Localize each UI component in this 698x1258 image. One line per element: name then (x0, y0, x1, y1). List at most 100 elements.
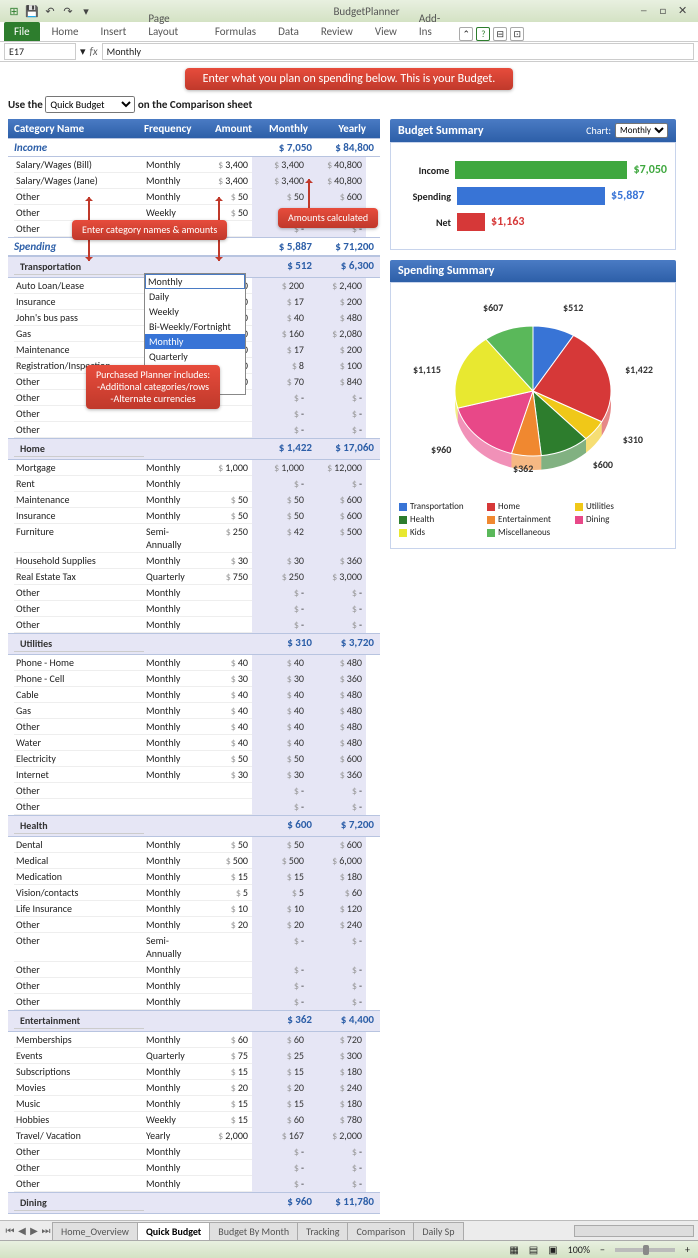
budget-row[interactable]: MembershipsMonthly$60$60$720 (8, 1032, 380, 1048)
sheet-tab[interactable]: Quick Budget (137, 1222, 210, 1240)
view-normal-icon[interactable]: ▦ (509, 1243, 518, 1256)
budget-row[interactable]: InternetMonthly$30$30$360 (8, 767, 380, 783)
sheet-tab[interactable]: Home_Overview (52, 1222, 138, 1240)
budget-row[interactable]: OtherMonthly$20$20$240 (8, 917, 380, 933)
ribbon-opt2-icon[interactable]: ⊡ (510, 27, 524, 41)
budget-row[interactable]: OtherMonthly$-$- (8, 1160, 380, 1176)
view-break-icon[interactable]: ▣ (548, 1243, 557, 1256)
tab-nav-next-icon[interactable]: ▶ (28, 1224, 40, 1237)
budget-row[interactable]: MedicationMonthly$15$15$180 (8, 869, 380, 885)
budget-row[interactable]: RentMonthly$-$- (8, 476, 380, 492)
sheet-tab[interactable]: Daily Sp (413, 1222, 463, 1240)
budget-row[interactable]: OtherMonthly$50$50$600 (8, 189, 380, 205)
maximize-icon[interactable]: □ (660, 4, 674, 18)
budget-row[interactable]: Phone - CellMonthly$30$30$360 (8, 671, 380, 687)
close-icon[interactable]: ✕ (678, 4, 692, 18)
budget-row[interactable]: Household SuppliesMonthly$30$30$360 (8, 553, 380, 569)
budget-row[interactable]: DentalMonthly$50$50$600 (8, 837, 380, 853)
budget-row[interactable]: OtherSemi-Annually$-$- (8, 933, 380, 962)
budget-row[interactable]: OtherMonthly$-$- (8, 994, 380, 1010)
zoom-out-icon[interactable]: − (600, 1243, 605, 1256)
sheet-tab[interactable]: Budget By Month (209, 1222, 298, 1240)
budget-row[interactable]: SubscriptionsMonthly$15$15$180 (8, 1064, 380, 1080)
legend-item: Miscellaneous (487, 527, 567, 538)
help-icon[interactable]: ? (476, 27, 490, 41)
tab-insert[interactable]: Insert (91, 22, 137, 41)
save-icon[interactable]: 💾 (24, 3, 40, 19)
zoom-level[interactable]: 100% (568, 1243, 590, 1256)
budget-row[interactable]: HobbiesWeekly$15$60$780 (8, 1112, 380, 1128)
tab-formulas[interactable]: Formulas (205, 22, 266, 41)
budget-row[interactable]: MortgageMonthly$1,000$1,000$12,000 (8, 460, 380, 476)
budget-row[interactable]: Other$-$- (8, 783, 380, 799)
redo-icon[interactable]: ↷ (60, 3, 76, 19)
section-title: Utilities$ 310$ 3,720 (8, 633, 380, 655)
budget-row[interactable]: MedicalMonthly$500$500$6,000 (8, 853, 380, 869)
budget-row[interactable]: EventsQuarterly$75$25$300 (8, 1048, 380, 1064)
budget-row[interactable]: ElectricityMonthly$50$50$600 (8, 751, 380, 767)
formula-bar[interactable]: Monthly (102, 43, 694, 60)
budget-row[interactable]: FurnitureSemi-Annually$250$42$500 (8, 524, 380, 553)
tab-file[interactable]: File (4, 22, 40, 41)
tab-nav-last-icon[interactable]: ⏭ (40, 1224, 52, 1237)
budget-row[interactable]: OtherMonthly$-$- (8, 601, 380, 617)
budget-row[interactable]: GasMonthly$40$40$480 (8, 703, 380, 719)
pie-legend: TransportationHomeUtilitiesHealthEnterta… (399, 501, 667, 538)
budget-row[interactable]: Other$-$- (8, 422, 380, 438)
budget-summary-header: Budget Summary Chart:Monthly (390, 119, 676, 142)
budget-row[interactable]: Salary/Wages (Jane)Monthly$3,400$3,400$4… (8, 173, 380, 189)
callout-amounts: Amounts calculated (278, 208, 378, 228)
fx-icon[interactable]: fx (90, 45, 98, 58)
undo-icon[interactable]: ↶ (42, 3, 58, 19)
budget-row[interactable]: MoviesMonthly$20$20$240 (8, 1080, 380, 1096)
budget-row[interactable]: MusicMonthly$15$15$180 (8, 1096, 380, 1112)
sheet-tab[interactable]: Tracking (297, 1222, 348, 1240)
tab-nav-prev-icon[interactable]: ◀ (16, 1224, 28, 1237)
budget-row[interactable]: CableMonthly$40$40$480 (8, 687, 380, 703)
budget-row[interactable]: OtherMonthly$-$- (8, 1144, 380, 1160)
column-headers: Category Name Frequency Amount Monthly Y… (8, 119, 380, 138)
chart-period-select[interactable]: Monthly (615, 123, 668, 138)
tab-view[interactable]: View (365, 22, 407, 41)
budget-row[interactable]: Vision/contactsMonthly$5$5$60 (8, 885, 380, 901)
budget-row[interactable]: Phone - HomeMonthly$40$40$480 (8, 655, 380, 671)
tab-home[interactable]: Home (42, 22, 89, 41)
namebox-dropdown-icon[interactable]: ▾ (80, 45, 86, 58)
budget-row[interactable]: WaterMonthly$40$40$480 (8, 735, 380, 751)
budget-row[interactable]: OtherMonthly$-$- (8, 962, 380, 978)
ribbon-opt-icon[interactable]: ⊟ (493, 27, 507, 41)
budget-row[interactable]: Travel/ VacationYearly$2,000$167$2,000 (8, 1128, 380, 1144)
quick-budget-select[interactable]: Quick Budget (45, 96, 135, 113)
tab-page-layout[interactable]: Page Layout (138, 9, 203, 41)
zoom-slider[interactable] (615, 1248, 675, 1252)
horizontal-scroll[interactable] (574, 1225, 694, 1237)
ribbon-min-icon[interactable]: ⌃ (459, 27, 473, 41)
budget-row[interactable]: OtherMonthly$-$- (8, 1176, 380, 1192)
qat-more-icon[interactable]: ▾ (78, 3, 94, 19)
sheet-tab[interactable]: Comparison (347, 1222, 414, 1240)
worksheet: Enter what you plan on spending below. T… (0, 62, 698, 1220)
view-layout-icon[interactable]: ▤ (529, 1243, 538, 1256)
tab-data[interactable]: Data (268, 22, 309, 41)
legend-item: Dining (575, 514, 655, 525)
tab-addins[interactable]: Add-Ins (409, 9, 457, 41)
legend-item: Utilities (575, 501, 655, 512)
budget-row[interactable]: Life InsuranceMonthly$10$10$120 (8, 901, 380, 917)
budget-row[interactable]: MaintenanceMonthly$50$50$600 (8, 492, 380, 508)
budget-row[interactable]: OtherMonthly$40$40$480 (8, 719, 380, 735)
budget-row[interactable]: Other$-$- (8, 799, 380, 815)
tab-nav-first-icon[interactable]: ⏮ (4, 1224, 16, 1237)
name-box[interactable]: E17 (4, 43, 76, 60)
budget-row[interactable]: OtherMonthly$-$- (8, 978, 380, 994)
budget-row[interactable]: Real Estate TaxQuarterly$750$250$3,000 (8, 569, 380, 585)
zoom-in-icon[interactable]: + (685, 1243, 690, 1256)
window-controls: ─ □ ✕ (639, 4, 692, 18)
budget-row[interactable]: OtherMonthly$-$- (8, 585, 380, 601)
formula-bar-row: E17 ▾ fx Monthly (0, 42, 698, 62)
budget-row[interactable]: InsuranceMonthly$50$50$600 (8, 508, 380, 524)
budget-row[interactable]: Salary/Wages (Bill)Monthly$3,400$3,400$4… (8, 157, 380, 173)
budget-row[interactable]: OtherMonthly$-$- (8, 617, 380, 633)
tab-review[interactable]: Review (311, 22, 363, 41)
use-row: Use the Quick Budget on the Comparison s… (8, 96, 690, 113)
minimize-icon[interactable]: ─ (641, 4, 655, 18)
